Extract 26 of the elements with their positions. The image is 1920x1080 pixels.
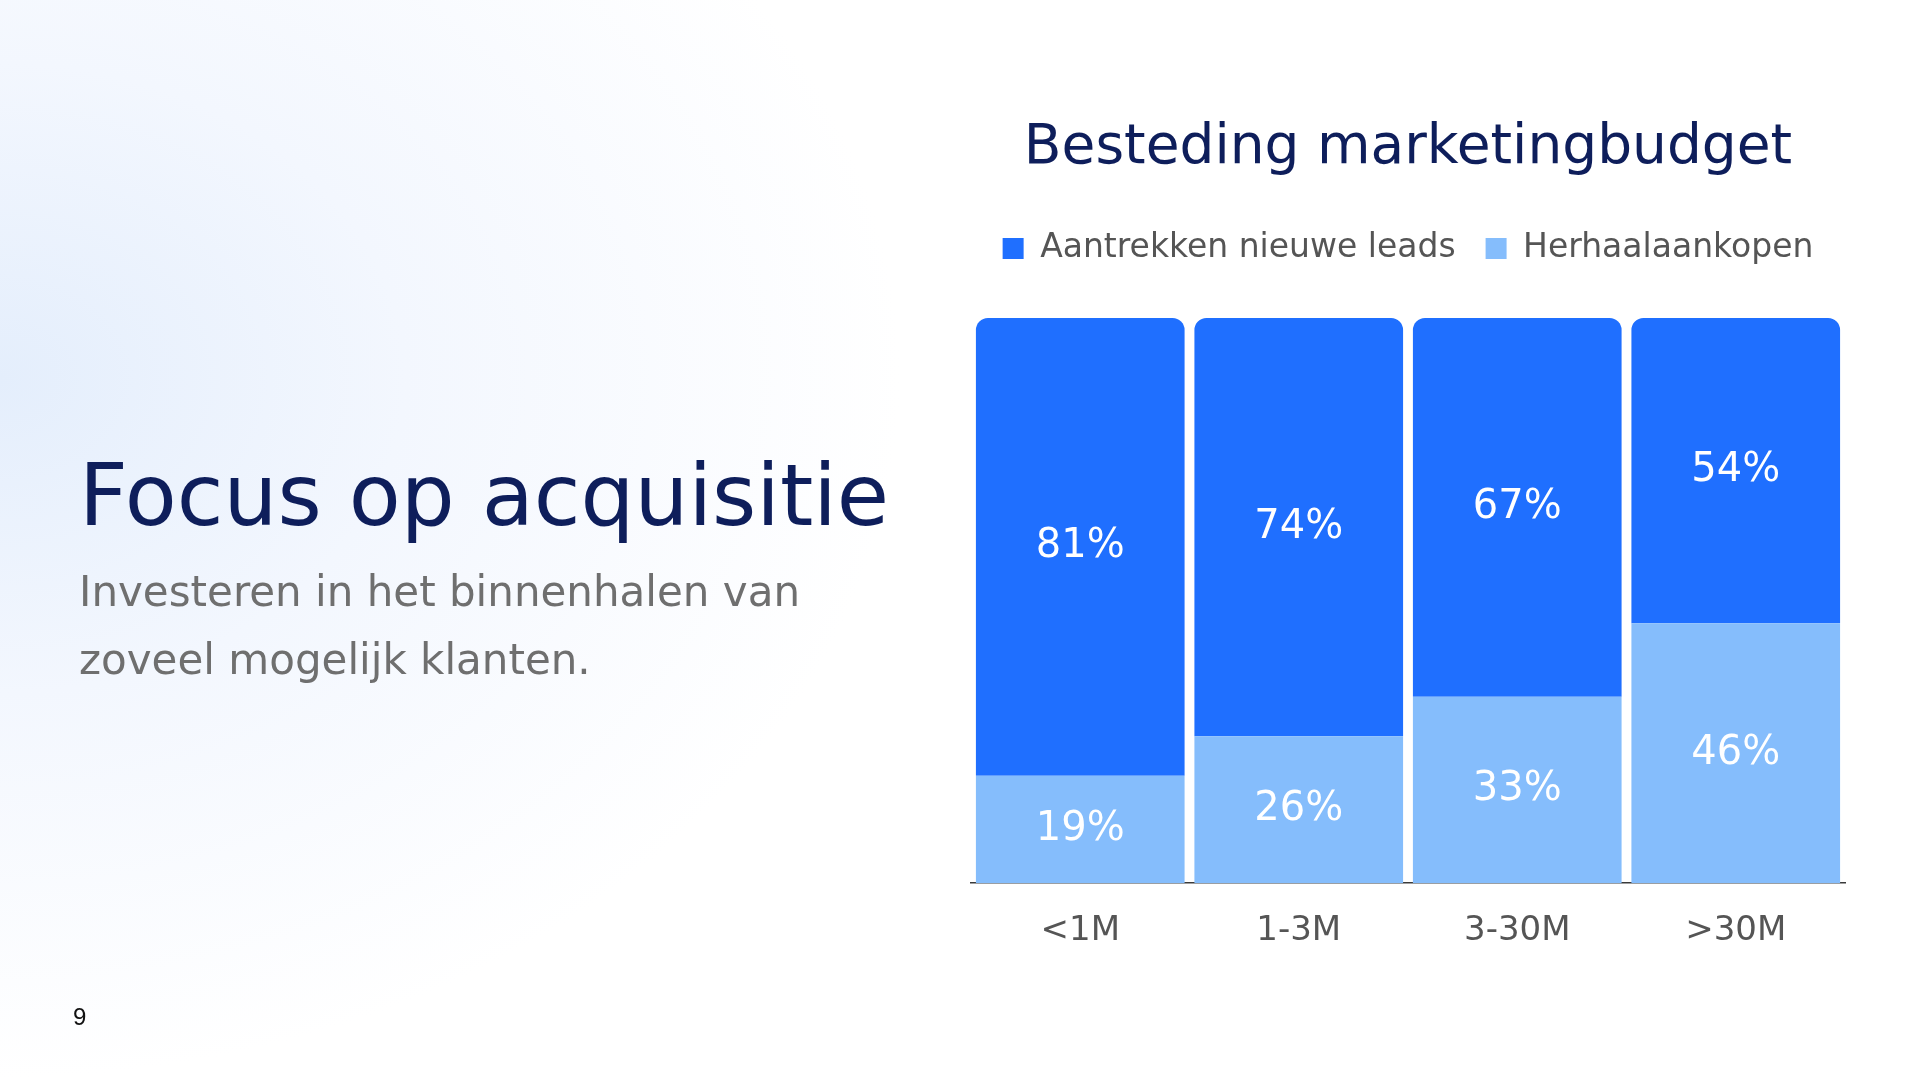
data-label: 67% — [1472, 480, 1562, 527]
bar — [1412, 318, 1622, 697]
data-label: 26% — [1254, 783, 1344, 830]
x-tick-label: <1M — [1040, 908, 1120, 949]
text: Investeren in het binnenhalen van zoveel mogelijk klanten. — [79, 566, 802, 686]
bar — [1631, 318, 1841, 624]
legend-label: Aantrekken nieuwe leads — [1040, 226, 1456, 266]
legend-label: Herhaalaankopen — [1523, 226, 1814, 266]
data-label: 74% — [1254, 500, 1344, 547]
bar — [975, 775, 1185, 884]
data-label: 33% — [1472, 763, 1562, 810]
text: Focus op acquisitie — [79, 446, 890, 545]
data-label: 19% — [1035, 802, 1125, 849]
bar — [975, 318, 1185, 776]
bar — [1194, 318, 1404, 737]
x-tick-label: >30M — [1685, 908, 1787, 949]
bar — [1194, 736, 1404, 884]
x-tick-label: 1-3M — [1256, 908, 1342, 949]
data-label: 46% — [1691, 726, 1781, 773]
bar — [1631, 623, 1841, 884]
data-label: 54% — [1691, 443, 1781, 490]
bar — [1412, 696, 1622, 884]
text: 9 — [73, 1003, 87, 1030]
data-label: 81% — [1035, 520, 1125, 567]
chart-title: Besteding marketingbudget — [1023, 112, 1793, 177]
x-tick-label: 3-30M — [1464, 908, 1571, 949]
